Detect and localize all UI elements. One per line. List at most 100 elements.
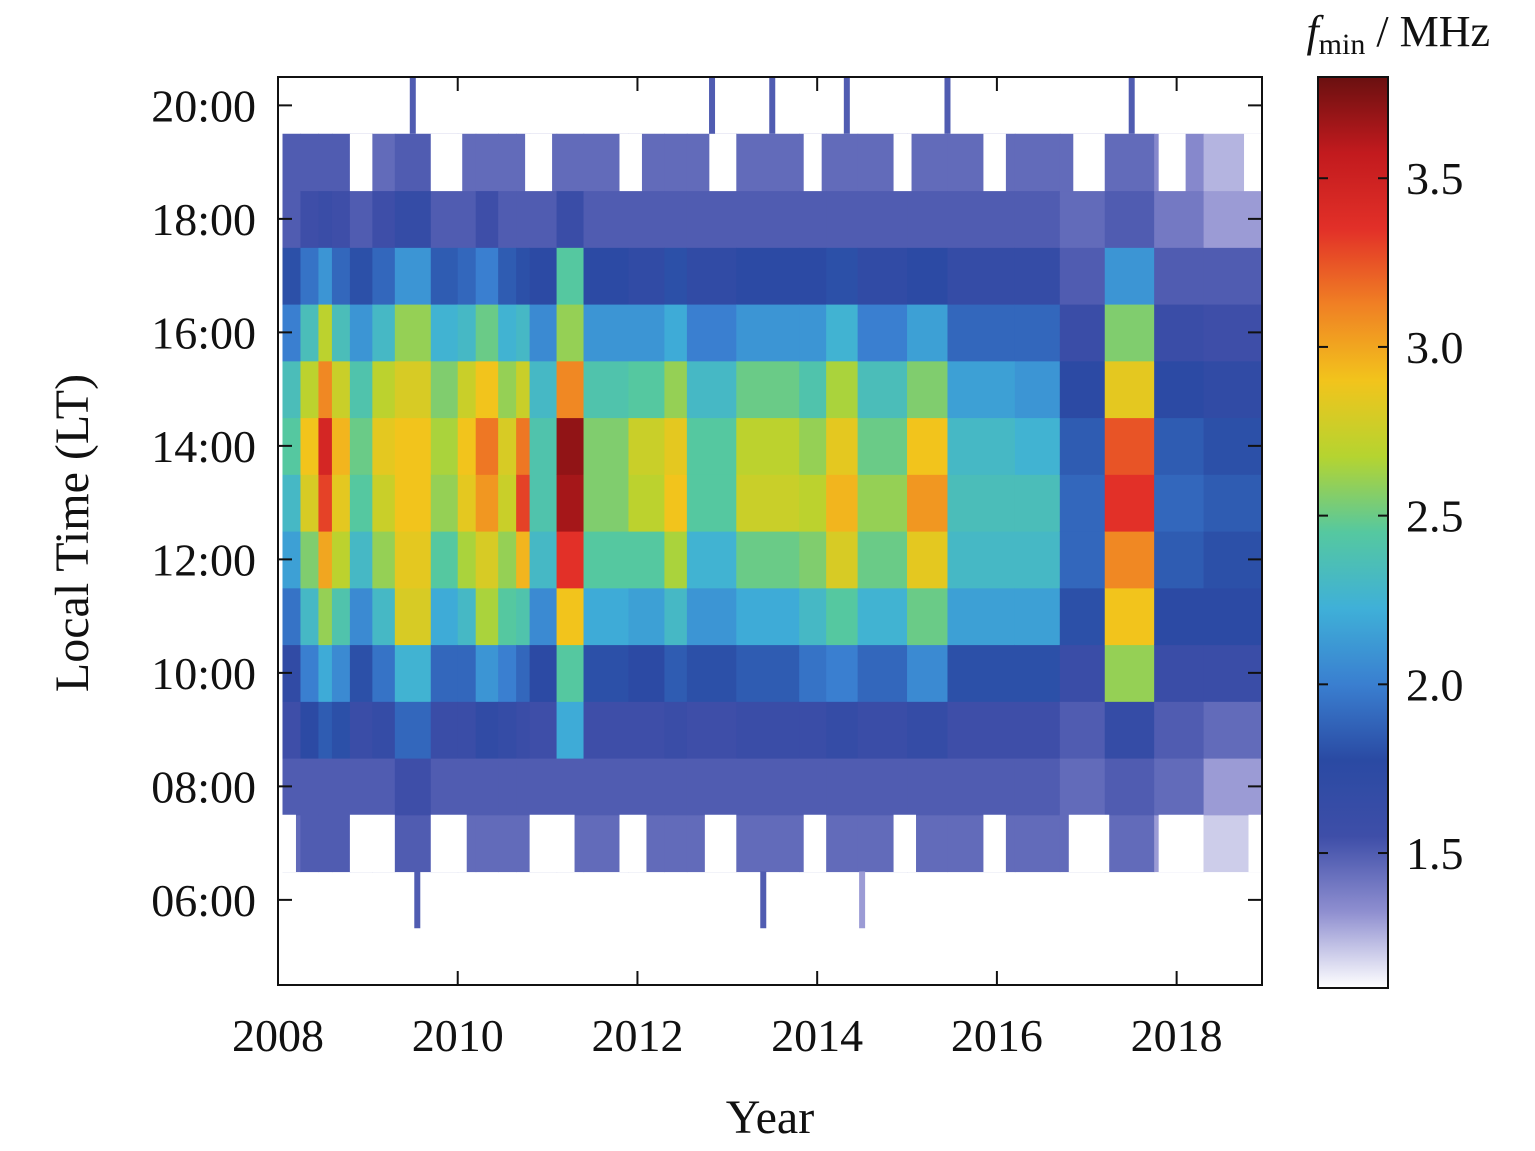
- heatmap-cell: [457, 644, 477, 702]
- heatmap-cell: [300, 474, 320, 532]
- heatmap-cell: [947, 247, 1016, 305]
- heatmap-cell: [1014, 701, 1061, 759]
- heatmap-cell: [799, 190, 827, 248]
- heatmap-cell: [331, 644, 351, 702]
- heatmap-cell: [457, 474, 477, 532]
- heatmap-cell: [430, 190, 459, 248]
- heatmap-cell: [907, 304, 949, 362]
- heatmap-cell: [529, 474, 558, 532]
- heatmap-cell: [318, 304, 333, 362]
- heatmap-cell: [857, 474, 908, 532]
- heatmap-cell: [1014, 814, 1061, 873]
- heatmap-cell: [318, 531, 333, 589]
- data-spike: [944, 77, 951, 134]
- heatmap-cell: [1104, 417, 1155, 475]
- heatmap-cell: [331, 758, 351, 816]
- heatmap-cell: [1059, 758, 1106, 816]
- heatmap-cell: [1059, 304, 1106, 362]
- heatmap-cell: [300, 587, 320, 646]
- y-tick-label: 12:00: [151, 534, 256, 585]
- heatmap-cell: [394, 701, 432, 759]
- heatmap-cell: [628, 190, 666, 248]
- heatmap-cell: [318, 190, 333, 248]
- heatmap-cell: [826, 304, 859, 362]
- heatmap-cell: [556, 531, 585, 589]
- heatmap-cell: [686, 247, 737, 305]
- heatmap-cell: [736, 133, 800, 192]
- heatmap-cell: [318, 360, 333, 419]
- heatmap-cell: [583, 587, 630, 646]
- heatmap-cell: [907, 531, 949, 589]
- heatmap-cell: [686, 758, 737, 816]
- heatmap-cell: [516, 417, 531, 475]
- data-gap: [1073, 133, 1105, 192]
- data-gap: [704, 814, 737, 873]
- heatmap-cell: [736, 247, 800, 305]
- heatmap-cell: [430, 417, 459, 475]
- heatmap-cell: [736, 644, 800, 702]
- heatmap-cell: [372, 133, 396, 192]
- heatmap-cell: [664, 531, 688, 589]
- heatmap-cell: [857, 758, 908, 816]
- heatmap-cell: [1059, 587, 1106, 646]
- heatmap-cell: [1104, 758, 1155, 816]
- heatmap-cell: [529, 644, 558, 702]
- data-gap: [430, 133, 463, 192]
- x-tick-label: 2010: [412, 1010, 504, 1061]
- heatmap-cell: [1154, 531, 1205, 589]
- heatmap-cell: [907, 417, 949, 475]
- heatmap-cell: [556, 644, 585, 702]
- heatmap-cell: [907, 133, 949, 192]
- heatmap-cell: [1154, 587, 1205, 646]
- heatmap-cell: [664, 814, 688, 873]
- heatmap-cell: [318, 587, 333, 646]
- heatmap-cell: [736, 587, 800, 646]
- heatmap-cell: [498, 644, 517, 702]
- heatmap-cell: [457, 133, 477, 192]
- heatmap-cell: [799, 417, 827, 475]
- x-tick-label: 2012: [591, 1010, 683, 1061]
- heatmap-cell: [857, 304, 908, 362]
- heatmap-cells: [282, 133, 1263, 873]
- heatmap-cell: [372, 304, 396, 362]
- heatmap-cell: [318, 644, 333, 702]
- heatmap-cell: [1154, 644, 1205, 702]
- data-gap: [525, 133, 553, 192]
- heatmap-cell: [394, 190, 432, 248]
- heatmap-cell: [349, 701, 373, 759]
- heatmap-cell: [686, 644, 737, 702]
- heatmap-cell: [826, 644, 859, 702]
- heatmap-cell: [282, 360, 302, 419]
- heatmap-cell: [664, 758, 688, 816]
- data-gap: [278, 133, 283, 192]
- heatmap-cell: [628, 701, 666, 759]
- colorbar-tick-label: 2.5: [1406, 491, 1464, 542]
- heatmap-cell: [826, 587, 859, 646]
- heatmap-cell: [475, 758, 499, 816]
- data-spikes: [409, 77, 1135, 929]
- heatmap-cell: [372, 587, 396, 646]
- heatmap-cell: [799, 360, 827, 419]
- y-axis-title: Local Time (LT): [46, 374, 99, 692]
- heatmap-cell: [516, 304, 531, 362]
- heatmap-cell: [331, 814, 351, 873]
- heatmap-cell: [686, 587, 737, 646]
- data-gap: [619, 133, 642, 192]
- heatmap-cell: [947, 417, 1016, 475]
- heatmap-cell: [349, 474, 373, 532]
- heatmap-cell: [475, 701, 499, 759]
- heatmap-cell: [1104, 474, 1155, 532]
- data-gap: [803, 133, 822, 192]
- y-axis: 06:00 08:00 10:00 12:00 14:00 16:00 18:00 20:00: [151, 80, 1262, 926]
- heatmap-cell: [529, 360, 558, 419]
- heatmap-cell: [516, 814, 531, 873]
- heatmap-cell: [583, 247, 630, 305]
- heatmap-cell: [1154, 417, 1205, 475]
- heatmap-cell: [498, 758, 517, 816]
- heatmap-cell: [826, 360, 859, 419]
- heatmap-cell: [318, 474, 333, 532]
- heatmap-cell: [430, 644, 459, 702]
- y-tick-label: 16:00: [151, 307, 256, 358]
- heatmap-cell: [372, 247, 396, 305]
- heatmap-cell: [1014, 644, 1061, 702]
